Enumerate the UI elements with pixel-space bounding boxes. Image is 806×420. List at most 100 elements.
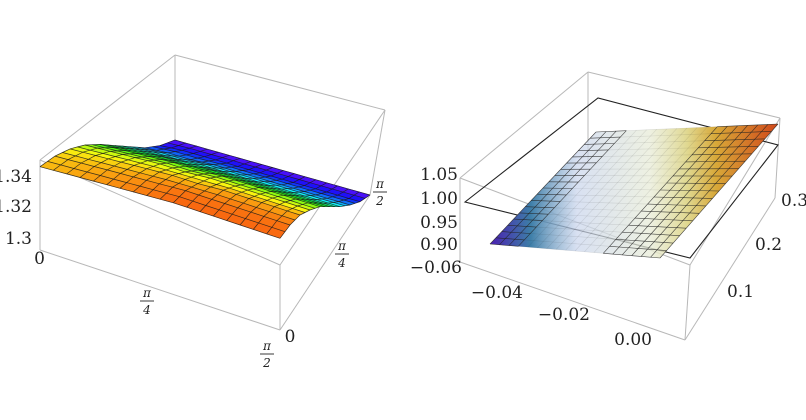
- mesh-line: [555, 128, 668, 250]
- box-edge: [279, 194, 371, 331]
- mesh-line: [650, 134, 681, 137]
- y-tick-label-fraction: π 4: [335, 239, 349, 270]
- y-tick-label: 0.2: [755, 235, 782, 255]
- mesh-line: [513, 218, 543, 221]
- mesh-line: [54, 155, 291, 226]
- mesh-line: [39, 166, 281, 239]
- mesh-line: [537, 193, 567, 196]
- mesh-line: [603, 253, 632, 256]
- mesh-line: [152, 146, 356, 204]
- mesh-line: [632, 155, 663, 157]
- mesh-line: [602, 155, 633, 157]
- mesh-line: [660, 189, 690, 191]
- x-tick-label: −0.06: [410, 258, 462, 278]
- mesh-line: [583, 208, 613, 211]
- mesh-line: [548, 213, 578, 216]
- mesh-line: [622, 231, 652, 235]
- mesh-line: [689, 190, 720, 192]
- box-edge: [684, 264, 691, 341]
- x-tick-numerator: π: [142, 286, 152, 300]
- mesh-line: [546, 248, 576, 252]
- mesh-line: [683, 197, 713, 199]
- mesh-line: [618, 202, 648, 205]
- z-tick-label: 1.34: [0, 167, 32, 187]
- mesh-line: [501, 231, 531, 234]
- mesh-line: [657, 226, 687, 229]
- y-tick-numerator: π: [375, 177, 385, 191]
- mesh-line: [644, 240, 674, 244]
- mesh-line: [581, 243, 610, 247]
- mesh-line: [572, 188, 602, 190]
- mesh-line: [565, 128, 678, 251]
- mesh-line: [668, 147, 699, 149]
- mesh-line: [84, 144, 311, 211]
- mesh-line: [641, 210, 671, 213]
- y-tick-numerator: π: [337, 239, 347, 253]
- z-tick-label: 1.00: [420, 189, 458, 209]
- mesh-line: [595, 195, 625, 197]
- box-edge: [774, 117, 781, 199]
- mesh-line: [704, 139, 735, 141]
- mesh-line: [680, 133, 712, 136]
- mesh-line: [612, 209, 642, 212]
- mesh-line: [601, 188, 632, 190]
- mesh-line: [542, 187, 573, 189]
- mesh-line: [662, 154, 693, 156]
- mesh-line: [606, 216, 636, 219]
- mesh-line: [589, 202, 619, 204]
- box-edge: [689, 117, 781, 266]
- y-tick-label: 0.3: [781, 191, 806, 211]
- mesh-line: [47, 161, 286, 233]
- z-tick-label: 1.3: [5, 229, 32, 249]
- mesh-line: [593, 126, 708, 253]
- mesh-line: [558, 235, 588, 238]
- mesh-line: [656, 127, 688, 130]
- tick-labels-left: 1.34 1.32 1.3 0 π 4 π 2 0 π 4 π: [0, 167, 387, 370]
- mesh-line: [728, 146, 759, 148]
- box-edge: [174, 54, 386, 111]
- mesh-line: [609, 246, 639, 249]
- mesh-line: [577, 215, 607, 218]
- y-tick-denominator: 4: [337, 256, 346, 270]
- mesh-line: [630, 189, 661, 191]
- mesh-line: [674, 140, 705, 142]
- mesh-line: [546, 129, 657, 249]
- mesh-line: [691, 154, 722, 156]
- mesh-line: [614, 142, 645, 144]
- mesh-line: [653, 196, 684, 198]
- x-tick-label: −0.02: [538, 305, 590, 325]
- z-tick-label: 0.90: [420, 235, 458, 255]
- mesh-line: [566, 194, 596, 196]
- mesh-line: [530, 233, 559, 236]
- mesh-line: [584, 143, 615, 145]
- mesh-line: [647, 203, 677, 206]
- mesh-line: [595, 130, 627, 133]
- mesh-line: [560, 201, 590, 203]
- mesh-line: [574, 250, 604, 254]
- box-edge: [684, 197, 776, 341]
- box-edge: [369, 109, 386, 196]
- x-tick-label-fraction: π 4: [140, 286, 154, 317]
- x-tick-label: 0.00: [614, 330, 652, 350]
- mesh-line: [717, 125, 748, 127]
- mesh-line: [615, 239, 645, 242]
- mesh-line: [584, 127, 698, 253]
- mesh-line: [519, 212, 549, 215]
- mesh-line: [698, 146, 729, 149]
- mesh-line: [638, 148, 669, 150]
- mesh-line: [590, 136, 621, 139]
- mesh-line: [489, 243, 519, 247]
- mesh-line: [620, 135, 651, 138]
- mesh-line: [564, 228, 594, 231]
- mesh-line: [531, 200, 561, 202]
- mesh-line: [542, 220, 572, 223]
- mesh-line: [137, 146, 346, 207]
- surface-plot-left: 1.34 1.32 1.3 0 π 4 π 2 0 π 4 π: [0, 54, 387, 370]
- mesh-line: [624, 196, 655, 198]
- box-edge: [459, 71, 589, 179]
- x-tick-label: −0.04: [471, 283, 523, 303]
- surface-fill: [490, 124, 778, 258]
- mesh-line: [599, 223, 629, 226]
- mesh-line: [578, 149, 609, 151]
- x-tick-label-fraction: π 2: [260, 339, 274, 370]
